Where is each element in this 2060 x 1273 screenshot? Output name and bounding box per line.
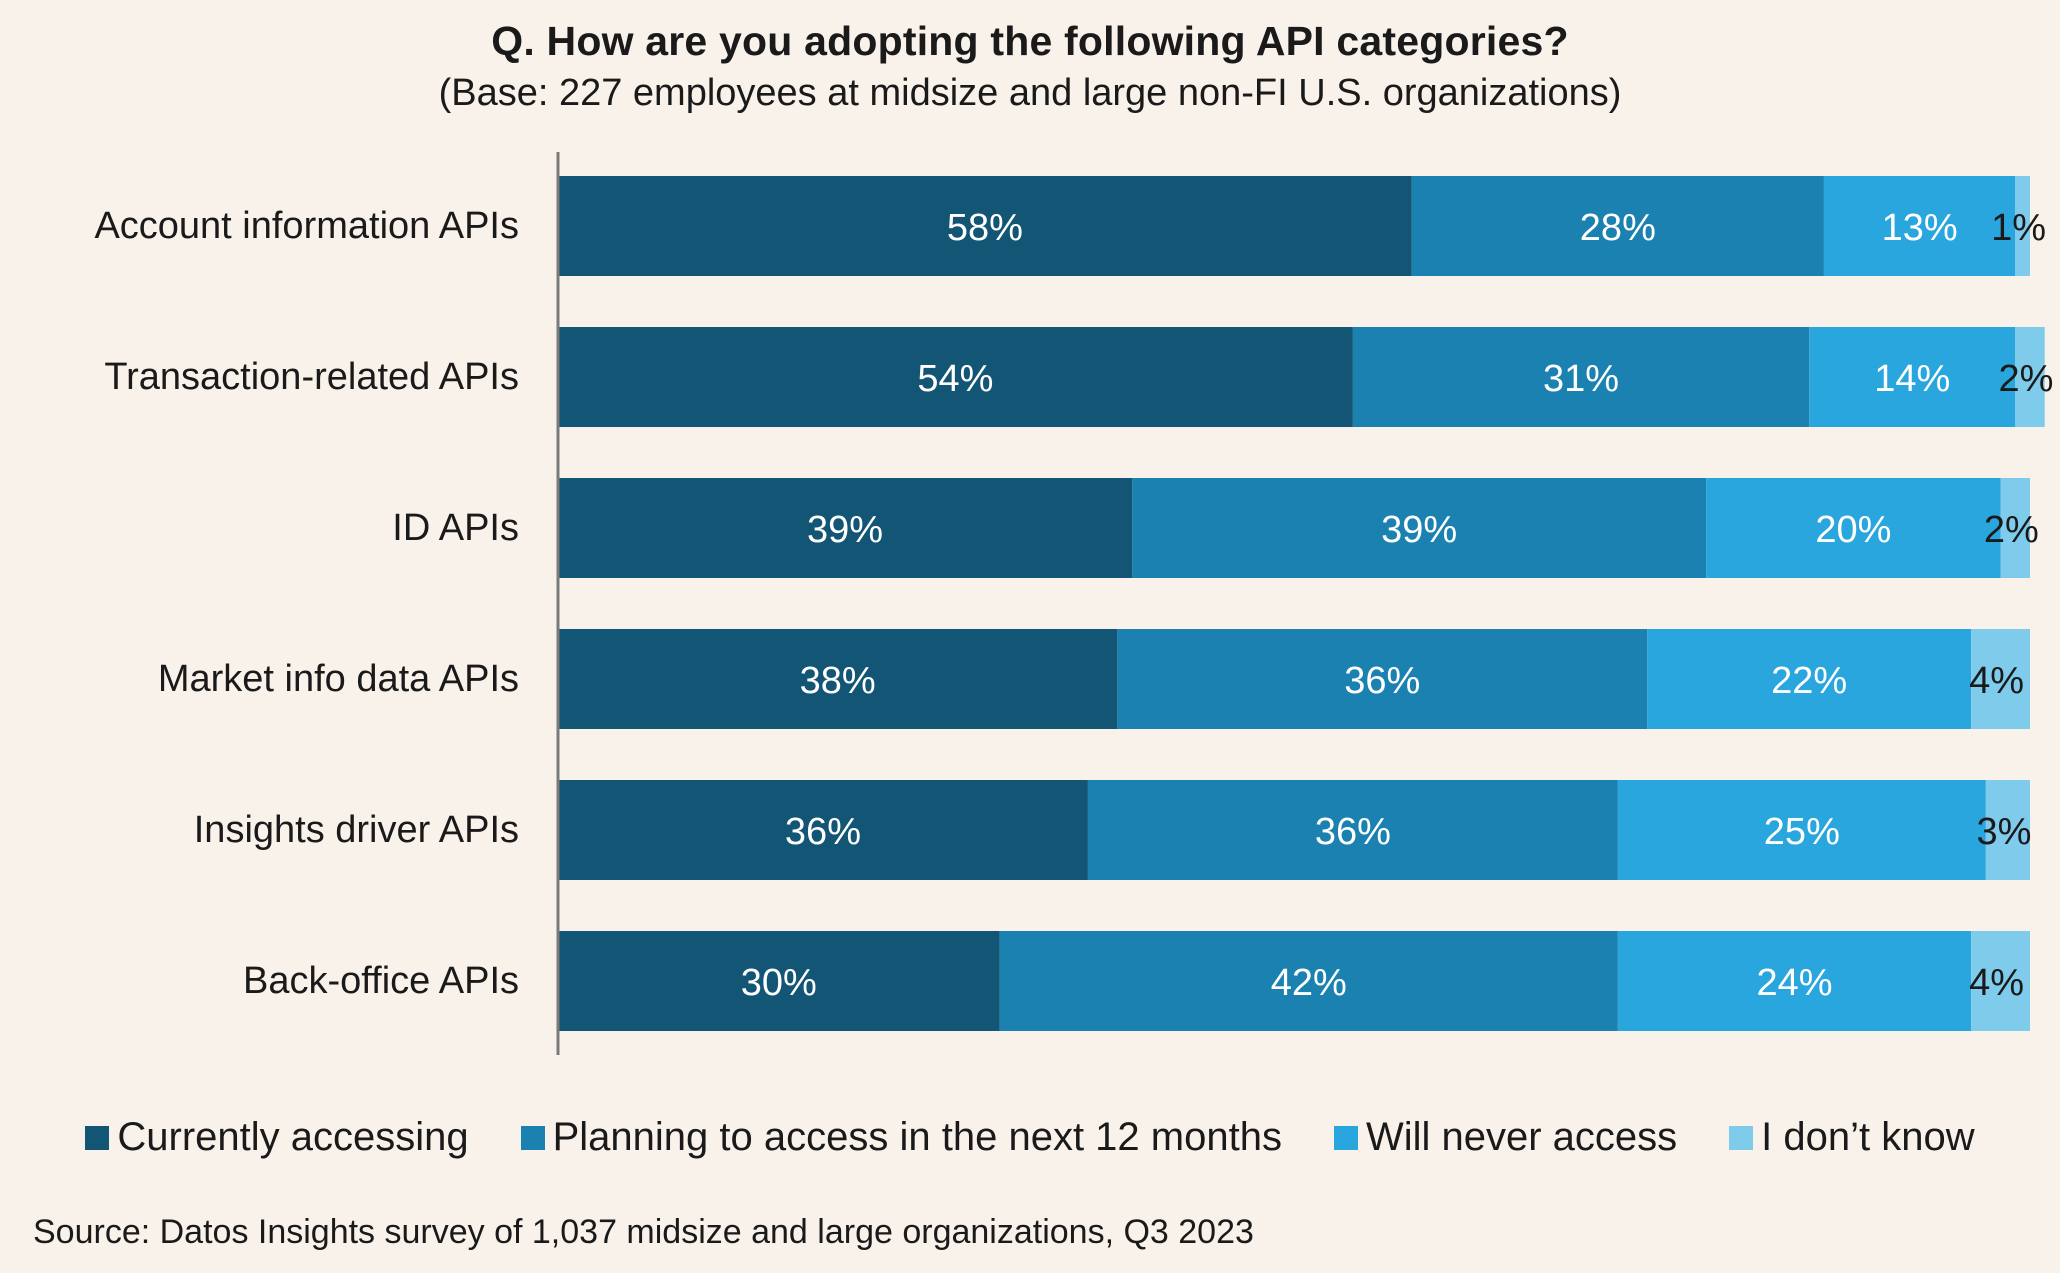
data-label: 4%	[1969, 962, 2024, 1004]
legend-label: Currently accessing	[117, 1115, 469, 1159]
legend-swatch	[85, 1125, 110, 1150]
legend-item-currently-accessing: Currently accessing	[85, 1115, 469, 1160]
bar-segment	[1971, 931, 2030, 1031]
data-label: 1%	[1991, 207, 2046, 249]
bar-segment	[558, 931, 1000, 1031]
bar-segment	[1117, 629, 1648, 729]
bar-segment	[1706, 478, 2001, 578]
data-label: 14%	[1874, 358, 1950, 400]
data-label: 39%	[807, 509, 883, 551]
data-label: 39%	[1381, 509, 1457, 551]
data-label: 2%	[1999, 358, 2054, 400]
legend-label: Planning to access in the next 12 months	[552, 1115, 1282, 1159]
bar-segment	[1087, 780, 1618, 880]
bar-segment	[1647, 629, 1972, 729]
category-label: Market info data APIs	[158, 658, 519, 700]
legend-item-planning-to-access: Planning to access in the next 12 months	[520, 1115, 1282, 1160]
bar-segment	[1971, 629, 2030, 729]
data-label: 24%	[1756, 962, 1832, 1004]
data-label: 28%	[1580, 207, 1656, 249]
category-label: Back-office APIs	[243, 960, 519, 1002]
bar-segment	[2015, 176, 2030, 276]
data-label: 30%	[741, 962, 817, 1004]
bar-segment	[558, 780, 1088, 880]
chart-legend: Currently accessing Planning to access i…	[0, 1115, 2060, 1160]
data-label: 13%	[1882, 207, 1958, 249]
data-label: 58%	[947, 207, 1023, 249]
legend-label: Will never access	[1365, 1115, 1678, 1159]
legend-item-dont-know: I don’t know	[1729, 1115, 1975, 1160]
data-label: 3%	[1976, 811, 2031, 853]
data-label: 22%	[1771, 660, 1847, 702]
data-label: 4%	[1969, 660, 2024, 702]
data-label: 36%	[785, 811, 861, 853]
data-label: 2%	[1984, 509, 2039, 551]
bar-segment	[1985, 780, 2030, 880]
data-label: 20%	[1815, 509, 1891, 551]
bar-segment	[558, 176, 1412, 276]
bar-segment	[2015, 327, 2045, 427]
data-label: 38%	[800, 660, 876, 702]
chart-subtitle: (Base: 227 employees at midsize and larg…	[438, 72, 1622, 114]
bar-segment	[2000, 478, 2030, 578]
bar-segment	[558, 327, 1353, 427]
legend-swatch	[520, 1125, 545, 1150]
legend-label: I don’t know	[1761, 1115, 1975, 1159]
bar-segment	[1809, 327, 2016, 427]
category-label: Account information APIs	[94, 205, 519, 247]
chart-plot: Account information APIs 58% 28% 13% 1% Trans…	[94, 152, 2054, 1055]
legend-swatch	[1333, 1125, 1358, 1150]
bar-segment	[999, 931, 1618, 1031]
data-label: 54%	[917, 358, 993, 400]
data-label: 25%	[1764, 811, 1840, 853]
category-label: Transaction-related APIs	[104, 356, 519, 398]
legend-swatch	[1729, 1125, 1754, 1150]
chart-title: Q. How are you adopting the following AP…	[491, 18, 1569, 64]
data-label: 36%	[1315, 811, 1391, 853]
bar-segment	[1823, 176, 2016, 276]
bar-segment	[1352, 327, 1810, 427]
bar-segment	[1132, 478, 1707, 578]
category-label: Insights driver APIs	[194, 809, 519, 851]
bar-segment	[558, 478, 1133, 578]
source-note: Source: Datos Insights survey of 1,037 m…	[33, 1213, 1254, 1251]
bar-segment	[1411, 176, 1824, 276]
bar-segment	[1617, 780, 1986, 880]
data-label: 31%	[1543, 358, 1619, 400]
data-label: 36%	[1344, 660, 1420, 702]
bar-segment	[1617, 931, 1972, 1031]
legend-item-will-never-access: Will never access	[1333, 1115, 1678, 1160]
category-label: ID APIs	[392, 507, 519, 549]
bar-segment	[558, 629, 1118, 729]
data-label: 42%	[1271, 962, 1347, 1004]
